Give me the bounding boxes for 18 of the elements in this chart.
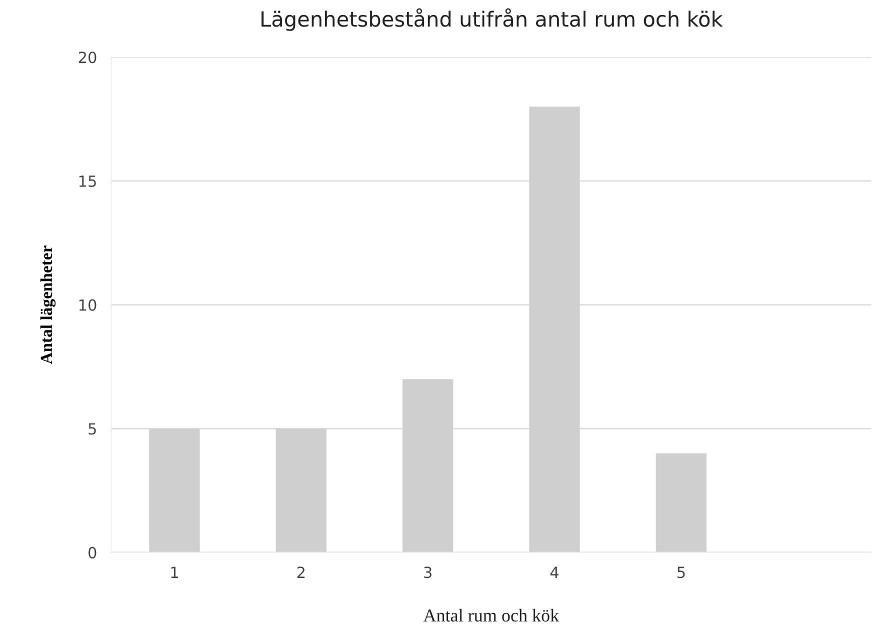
x-axis-title: Antal rum och kök	[423, 608, 560, 622]
y-tick-label: 15	[79, 176, 96, 187]
y-tick-label: 0	[88, 546, 96, 558]
y-tick-label: 5	[88, 423, 96, 435]
bar	[276, 428, 326, 552]
x-tick-label: 3	[424, 566, 432, 578]
y-axis-title: Antal lägenheter	[40, 246, 56, 364]
bar	[402, 379, 454, 552]
x-tick-label: 2	[297, 566, 304, 578]
x-tick-label: 1	[171, 566, 178, 578]
bar	[656, 453, 707, 552]
chart-title: Lägenhetsbestånd utifrån antal rum och kök	[262, 8, 723, 31]
bar	[149, 428, 200, 552]
x-tick-label: 4	[550, 566, 559, 578]
x-tick-label: 5	[678, 566, 685, 578]
y-tick-label: 10	[79, 299, 96, 311]
y-tick-label: 20	[78, 52, 96, 64]
bar	[529, 106, 580, 552]
